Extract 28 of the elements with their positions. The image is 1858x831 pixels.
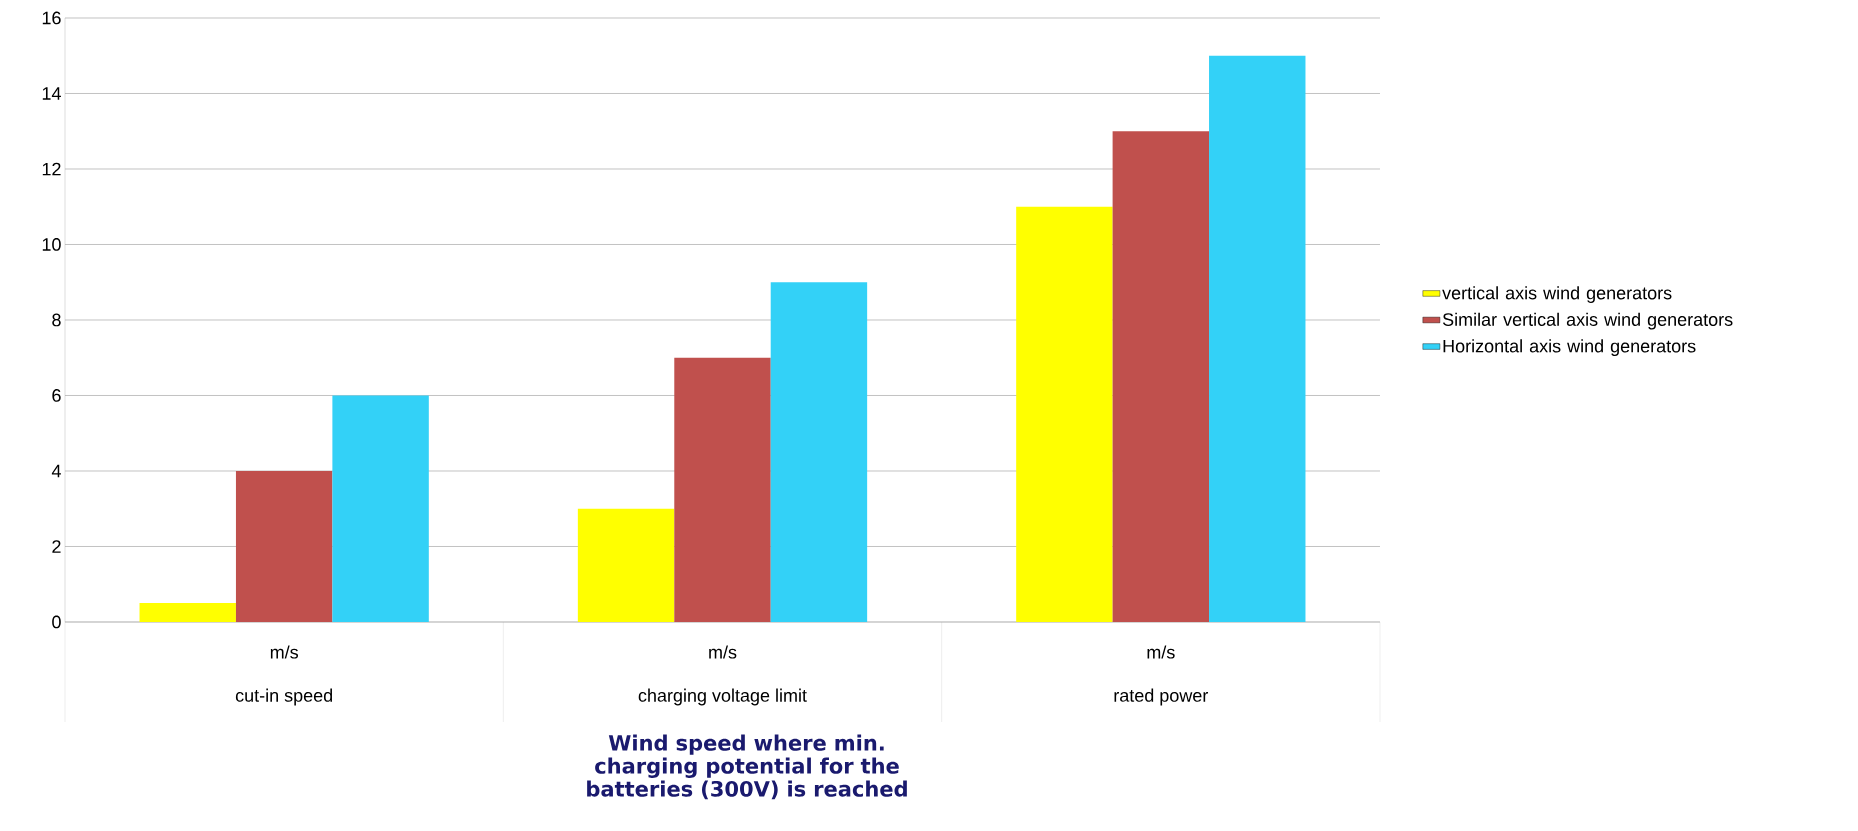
x-tick-label: charging voltage limit [638,688,807,706]
y-tick-label: 4 [51,464,61,478]
bar [770,282,868,622]
y-tick-label: 14 [42,87,61,100]
y-tick-label: 0 [52,615,61,629]
y-tick-label: 10 [42,238,61,251]
bar [674,357,771,622]
text: m/s [1147,645,1175,659]
x-tick-label: cut-in speed [235,688,332,706]
text: m/s [270,645,299,659]
bar [1209,55,1306,622]
y-tick-label: 16 [42,11,61,25]
x-axis-title: Wind speed where min. charging potential for the batteries (300V) is reached [587,734,907,800]
bar [1112,131,1210,622]
bar [139,603,236,622]
legend-label: vertical axis wind generators [1442,286,1672,303]
legend-label: Horizontal axis wind generators [1443,339,1696,357]
legend-label: Similar vertical axis wind generators [1442,312,1733,330]
bar [1016,206,1113,622]
y-tick-label: 2 [52,540,61,553]
text: m/s [709,645,737,659]
bar [577,508,675,622]
bar [235,471,333,622]
bar [332,395,429,622]
y-tick-label: 8 [52,313,61,327]
y-tick-label: 6 [52,389,61,402]
x-tick-label: rated power [1114,688,1209,706]
y-tick-label: 12 [42,162,61,176]
